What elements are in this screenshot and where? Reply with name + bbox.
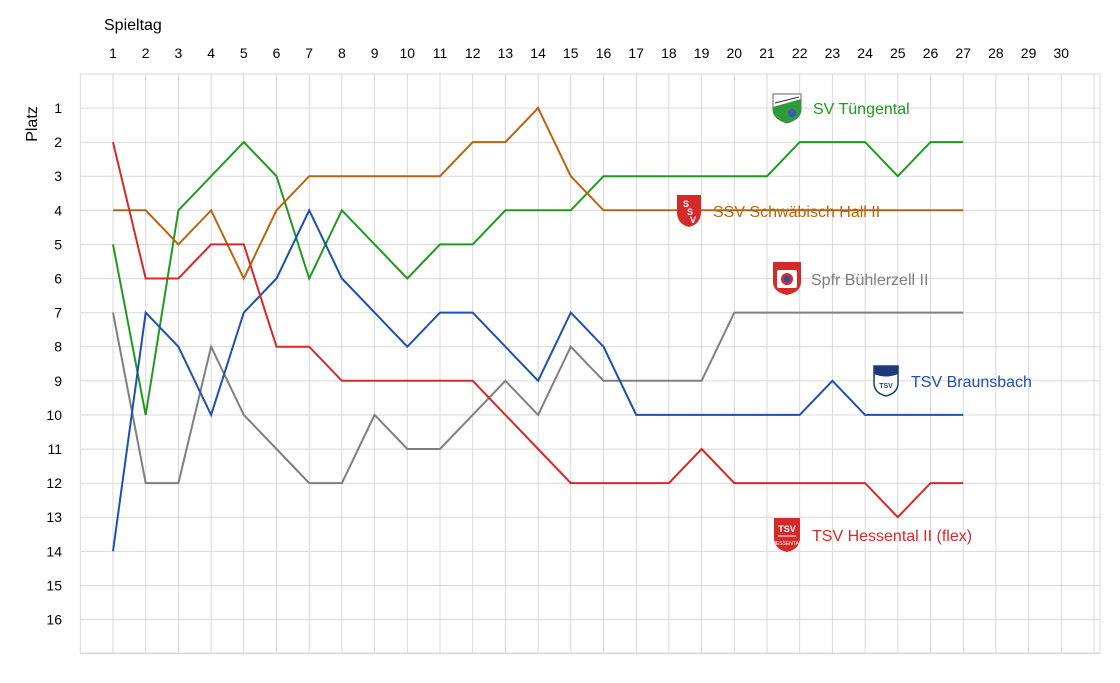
team-logos: S S V TSV TSV HESSENTAL bbox=[677, 93, 899, 552]
x-tick-label: 23 bbox=[825, 45, 841, 61]
y-tick-label: 1 bbox=[54, 100, 62, 116]
tsv-braunsbach-crest-icon: TSV bbox=[873, 365, 899, 397]
y-tick-label: 5 bbox=[54, 236, 62, 252]
x-tick-label: 17 bbox=[628, 45, 644, 61]
x-tick-label: 13 bbox=[498, 45, 514, 61]
team-label-spfr-buehlerzell: Spfr Bühlerzell II bbox=[811, 272, 928, 289]
y-tick-label: 10 bbox=[46, 407, 62, 423]
svg-text:TSV: TSV bbox=[879, 383, 893, 390]
x-tick-label: 10 bbox=[400, 45, 416, 61]
tsv-hessental-crest-icon: TSV HESSENTAL bbox=[772, 518, 802, 552]
y-tick-label: 16 bbox=[46, 612, 62, 628]
x-tick-label: 27 bbox=[955, 45, 971, 61]
y-tick-label: 7 bbox=[54, 305, 62, 321]
x-tick-label: 22 bbox=[792, 45, 808, 61]
y-tick-label: 15 bbox=[46, 577, 62, 593]
y-tick-label: 4 bbox=[54, 202, 62, 218]
x-tick-label: 30 bbox=[1054, 45, 1070, 61]
x-tick-label: 12 bbox=[465, 45, 481, 61]
svg-text:TSV: TSV bbox=[778, 524, 796, 534]
x-tick-label: 14 bbox=[530, 45, 546, 61]
svg-text:HESSENTAL: HESSENTAL bbox=[772, 541, 802, 547]
x-axis-ticks: 1 2 3 4 5 6 7 8 9 10 11 12 13 14 15 16 17 18 19 20 21 22 23 24 2… bbox=[109, 45, 1069, 61]
x-tick-label: 11 bbox=[433, 45, 448, 61]
y-axis-title: Platz bbox=[24, 106, 41, 142]
x-tick-label: 26 bbox=[923, 45, 939, 61]
series-line-tsv-hessental-ii-flex bbox=[112, 141, 964, 519]
team-label-tsv-braunsbach: TSV Braunsbach bbox=[911, 374, 1032, 391]
team-label-sv-tuengental: SV Tüngental bbox=[813, 101, 910, 118]
y-tick-label: 3 bbox=[54, 168, 62, 184]
y-tick-label: 8 bbox=[54, 339, 62, 355]
spfr-buehlerzell-crest-icon bbox=[773, 262, 801, 295]
x-tick-label: 18 bbox=[661, 45, 677, 61]
x-tick-label: 9 bbox=[371, 45, 379, 61]
x-tick-label: 19 bbox=[694, 45, 710, 61]
y-tick-label: 6 bbox=[54, 271, 62, 287]
x-tick-label: 15 bbox=[563, 45, 579, 61]
series-line-spfr-b-hlerzell-ii bbox=[112, 311, 964, 485]
ssv-schwaebisch-hall-crest-icon: S S V bbox=[677, 195, 701, 227]
grid bbox=[79, 73, 1101, 655]
x-tick-label: 29 bbox=[1021, 45, 1037, 61]
x-tick-label: 3 bbox=[175, 45, 183, 61]
y-tick-label: 12 bbox=[46, 475, 62, 491]
x-axis-title: Spieltag bbox=[104, 17, 162, 34]
team-labels: SV Tüngental SSV Schwäbisch Hall II Spfr… bbox=[713, 101, 1032, 545]
svg-text:S: S bbox=[683, 199, 689, 209]
x-tick-label: 4 bbox=[207, 45, 215, 61]
sv-tuengental-crest-icon bbox=[772, 93, 802, 124]
x-tick-label: 28 bbox=[988, 45, 1004, 61]
x-tick-label: 5 bbox=[240, 45, 248, 61]
x-tick-label: 7 bbox=[305, 45, 313, 61]
x-tick-label: 25 bbox=[890, 45, 906, 61]
x-tick-label: 2 bbox=[142, 45, 150, 61]
x-tick-label: 1 bbox=[109, 45, 117, 61]
x-tick-label: 24 bbox=[857, 45, 873, 61]
series-line-tsv-braunsbach bbox=[112, 207, 964, 552]
x-tick-label: 6 bbox=[273, 45, 281, 61]
series-line-ssv-schw-bisch-hall-ii bbox=[113, 106, 964, 281]
series-lines bbox=[112, 106, 964, 552]
team-label-tsv-hessental: TSV Hessental II (flex) bbox=[812, 528, 972, 545]
y-tick-label: 2 bbox=[54, 134, 62, 150]
x-tick-label: 8 bbox=[338, 45, 346, 61]
y-tick-label: 9 bbox=[54, 373, 62, 389]
x-tick-label: 21 bbox=[759, 45, 775, 61]
y-tick-label: 14 bbox=[46, 543, 62, 559]
y-tick-label: 13 bbox=[46, 509, 62, 525]
svg-text:V: V bbox=[690, 215, 696, 225]
team-label-ssv-schwaebisch-hall: SSV Schwäbisch Hall II bbox=[713, 204, 880, 221]
x-tick-label: 20 bbox=[727, 45, 743, 61]
x-tick-label: 16 bbox=[596, 45, 612, 61]
svg-text:S: S bbox=[687, 207, 693, 217]
series-line-sv-t-ngental bbox=[112, 140, 964, 416]
y-tick-label: 11 bbox=[47, 441, 62, 457]
